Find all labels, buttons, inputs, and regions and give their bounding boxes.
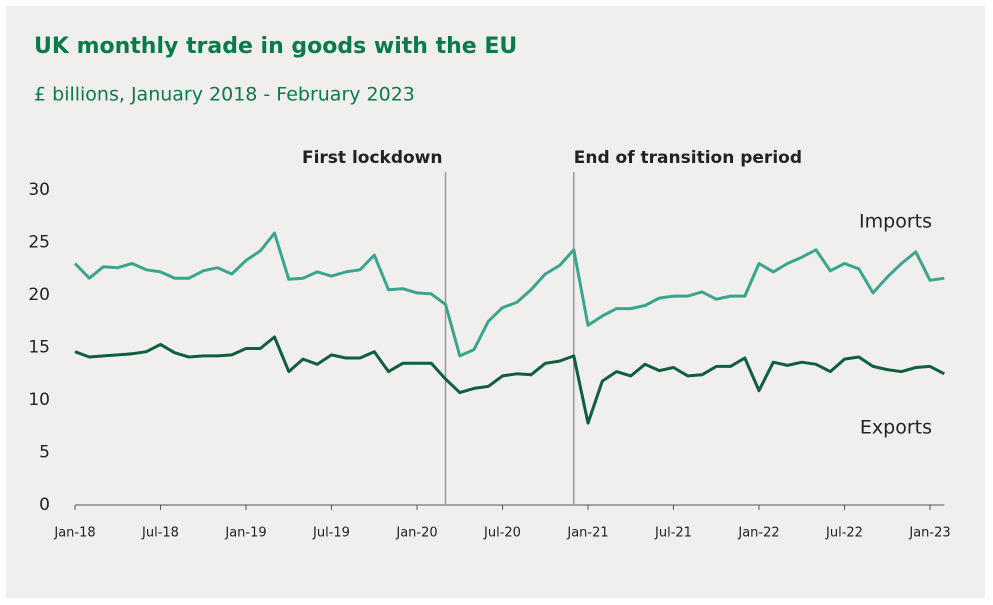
y-tick-label: 25 [28,233,50,253]
chart-title: UK monthly trade in goods with the EU [34,34,517,59]
x-tick-label: Jan-22 [737,526,779,541]
x-tick-label: Jul-22 [825,526,863,541]
y-tick-label: 30 [28,180,50,200]
panel [6,6,985,598]
annotation-label: End of transition period [574,148,802,168]
y-tick-label: 20 [28,285,50,305]
x-tick-label: Jul-20 [483,526,521,541]
x-tick-label: Jan-19 [224,526,266,541]
x-tick-label: Jul-19 [312,526,350,541]
y-tick-label: 5 [39,443,50,463]
series-line [73,231,945,358]
y-tick-label: 15 [28,338,50,358]
chart-subtitle: £ billions, January 2018 - February 2023 [34,84,415,106]
annotation-label: First lockdown [302,148,443,168]
y-tick-label: 0 [39,495,50,515]
y-tick-label: 10 [28,390,50,410]
x-tick-label: Jul-21 [654,526,692,541]
x-tick-label: Jan-21 [566,526,608,541]
series-line [74,335,945,425]
series-label: Imports [859,211,932,233]
x-tick-label: Jan-18 [53,526,95,541]
x-tick-label: Jan-23 [908,526,950,541]
x-tick-label: Jan-20 [395,526,437,541]
x-tick-label: Jul-18 [141,526,179,541]
series-label: Exports [860,417,932,439]
